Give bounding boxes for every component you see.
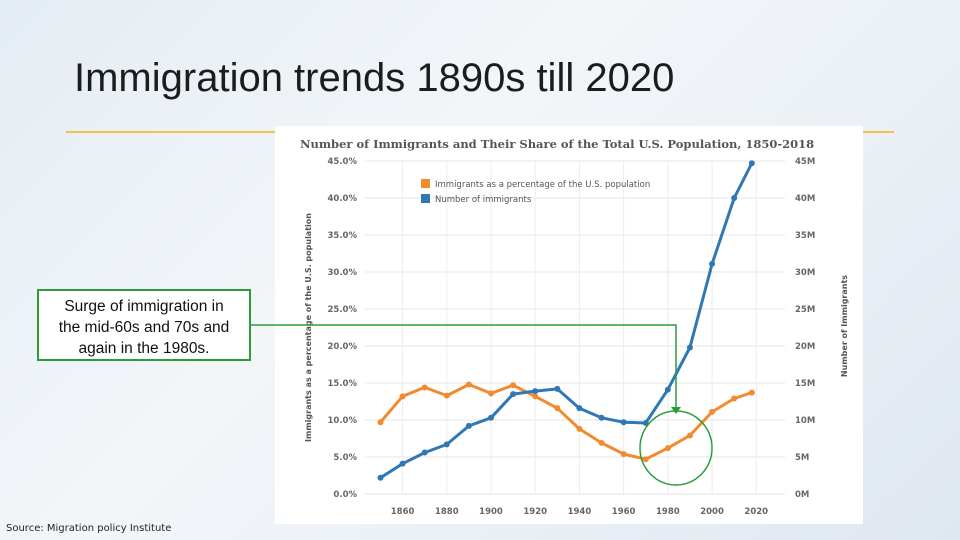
data-point-percentage: [488, 390, 494, 397]
slide-title: Immigration trends 1890s till 2020: [74, 56, 675, 100]
data-point-number: [554, 385, 561, 392]
data-point-percentage: [532, 393, 539, 400]
x-tick-label: 1900: [479, 507, 503, 517]
data-point-percentage: [709, 408, 716, 415]
data-point-percentage: [377, 419, 384, 426]
legend-swatch-percentage: [421, 179, 430, 188]
x-tick-label: 1940: [568, 507, 592, 517]
x-tick-label: 1960: [612, 507, 636, 517]
data-point-percentage: [598, 439, 605, 446]
data-point-number: [399, 460, 406, 467]
data-point-number: [598, 414, 605, 421]
y-left-tick-label: 5.0%: [333, 453, 357, 463]
data-point-number: [510, 391, 517, 398]
y-right-tick-label: 20M: [795, 342, 815, 352]
data-point-percentage: [554, 405, 561, 412]
y-right-tick-label: 30M: [795, 268, 815, 278]
y-right-axis-label: Number of Immigrants: [840, 275, 849, 377]
data-point-percentage: [664, 445, 671, 452]
callout-line-1: Surge of immigration in: [64, 298, 224, 315]
y-left-tick-label: 30.0%: [328, 268, 358, 278]
x-tick-label: 1860: [391, 507, 415, 517]
y-left-tick-label: 25.0%: [328, 305, 358, 315]
source-note: Source: Migration policy Institute: [6, 523, 172, 534]
y-right-tick-label: 15M: [795, 379, 815, 389]
callout-line-3: again in the 1980s.: [78, 340, 210, 357]
data-point-number: [377, 474, 384, 481]
legend-swatch-number: [421, 194, 430, 203]
y-right-tick-label: 40M: [795, 194, 815, 204]
y-right-tick-label: 45M: [795, 157, 815, 167]
data-point-number: [748, 160, 755, 167]
x-tick-label: 2020: [744, 507, 768, 517]
y-left-tick-label: 10.0%: [328, 416, 358, 426]
y-left-tick-label: 0.0%: [333, 490, 357, 500]
x-tick-label: 2000: [700, 507, 724, 517]
x-tick-label: 1880: [435, 507, 459, 517]
chart-title: Number of Immigrants and Their Share of …: [300, 137, 814, 151]
data-point-number: [731, 195, 738, 201]
legend-label-number: Number of immigrants: [435, 195, 532, 205]
data-point-number: [488, 414, 494, 421]
y-right-tick-label: 35M: [795, 231, 815, 241]
data-point-number: [664, 386, 671, 393]
y-left-tick-label: 45.0%: [328, 157, 358, 167]
data-point-percentage: [510, 382, 517, 389]
y-right-tick-label: 10M: [795, 416, 815, 426]
data-point-number: [421, 449, 428, 456]
data-point-percentage: [731, 395, 738, 402]
data-point-number: [686, 344, 693, 351]
y-left-tick-label: 40.0%: [328, 194, 358, 204]
x-tick-label: 1980: [656, 507, 680, 517]
data-point-number: [532, 388, 539, 395]
data-point-percentage: [465, 381, 472, 388]
data-point-number: [465, 422, 472, 429]
data-point-percentage: [399, 393, 406, 400]
data-point-percentage: [443, 392, 450, 399]
data-point-percentage: [686, 432, 693, 439]
x-tick-label: 1920: [523, 507, 547, 517]
data-point-percentage: [748, 389, 755, 396]
data-point-number: [709, 260, 716, 267]
y-left-tick-label: 35.0%: [328, 231, 358, 241]
callout-line-2: the mid-60s and 70s and: [58, 319, 230, 336]
callout-box: Surge of immigration in the mid-60s and …: [37, 289, 251, 361]
legend-label-percentage: Immigrants as a percentage of the U.S. p…: [435, 180, 650, 190]
data-point-number: [443, 441, 450, 448]
y-left-axis-label: Immigrants as a percentage of the U.S. p…: [304, 213, 313, 442]
data-point-number: [642, 419, 649, 426]
data-point-percentage: [421, 384, 428, 391]
y-right-tick-label: 25M: [795, 305, 815, 315]
data-point-percentage: [576, 425, 583, 432]
data-point-percentage: [642, 456, 649, 463]
chart-card: Number of Immigrants and Their Share of …: [275, 126, 863, 524]
y-left-tick-label: 15.0%: [328, 379, 358, 389]
data-point-number: [576, 405, 583, 412]
y-right-tick-label: 5M: [795, 453, 809, 463]
y-right-tick-label: 0M: [795, 490, 809, 500]
y-left-tick-label: 20.0%: [328, 342, 358, 352]
chart-svg: Number of Immigrants and Their Share of …: [300, 137, 849, 517]
data-point-percentage: [620, 451, 627, 458]
data-point-number: [620, 419, 627, 426]
